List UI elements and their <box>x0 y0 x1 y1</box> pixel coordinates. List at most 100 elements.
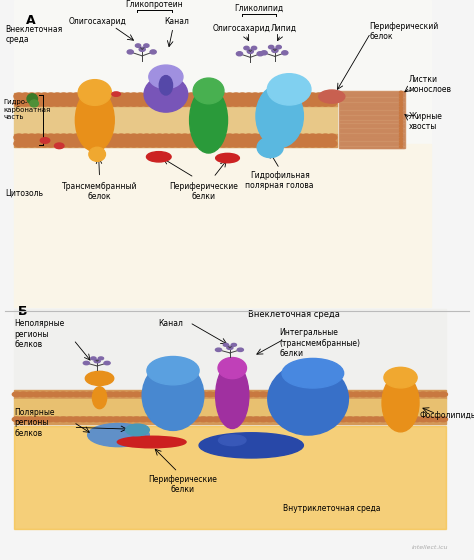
Circle shape <box>206 392 214 396</box>
Text: Фосфолипиды: Фосфолипиды <box>419 410 474 420</box>
Circle shape <box>237 134 247 141</box>
Circle shape <box>27 141 36 147</box>
Circle shape <box>212 100 222 106</box>
Circle shape <box>84 93 94 100</box>
Circle shape <box>186 417 194 422</box>
Circle shape <box>308 93 318 100</box>
Circle shape <box>400 96 402 99</box>
Ellipse shape <box>126 424 149 436</box>
Circle shape <box>173 141 183 147</box>
Circle shape <box>226 417 234 422</box>
Circle shape <box>282 100 292 106</box>
Circle shape <box>400 109 402 111</box>
Circle shape <box>146 392 154 396</box>
Circle shape <box>20 134 30 141</box>
Circle shape <box>33 134 43 141</box>
Bar <box>14 0 431 144</box>
Circle shape <box>148 93 158 100</box>
Circle shape <box>104 361 110 365</box>
Circle shape <box>212 93 222 100</box>
Circle shape <box>261 51 267 55</box>
Bar <box>14 309 446 424</box>
Circle shape <box>122 93 132 100</box>
Circle shape <box>426 392 434 396</box>
Circle shape <box>78 100 88 106</box>
Circle shape <box>27 100 36 106</box>
Text: Периферические
белки: Периферические белки <box>169 182 238 201</box>
Circle shape <box>52 392 61 396</box>
Text: Олигосахарид: Олигосахарид <box>68 17 126 26</box>
Bar <box>340 121 404 122</box>
Circle shape <box>152 392 161 396</box>
Circle shape <box>129 134 139 141</box>
Circle shape <box>295 134 305 141</box>
Circle shape <box>98 357 103 360</box>
Circle shape <box>346 417 354 422</box>
Circle shape <box>180 141 190 147</box>
Circle shape <box>400 146 402 148</box>
Circle shape <box>219 134 228 141</box>
Circle shape <box>327 93 337 100</box>
Circle shape <box>116 141 126 147</box>
Circle shape <box>86 392 94 396</box>
Bar <box>14 426 446 529</box>
Circle shape <box>112 417 121 422</box>
Circle shape <box>129 100 139 106</box>
Circle shape <box>97 134 107 141</box>
Circle shape <box>27 134 36 141</box>
Ellipse shape <box>193 78 224 104</box>
Circle shape <box>400 128 402 129</box>
Circle shape <box>282 93 292 100</box>
Bar <box>340 102 404 104</box>
Text: Внеклеточная
среда: Внеклеточная среда <box>6 25 63 44</box>
Circle shape <box>282 134 292 141</box>
Ellipse shape <box>30 100 38 107</box>
Circle shape <box>256 134 266 141</box>
Text: Полярные
регионы
белков: Полярные регионы белков <box>14 408 55 438</box>
Circle shape <box>99 417 108 422</box>
Bar <box>339 91 405 148</box>
Circle shape <box>225 141 235 147</box>
Circle shape <box>97 93 107 100</box>
Circle shape <box>91 134 100 141</box>
Circle shape <box>269 134 279 141</box>
Circle shape <box>167 100 177 106</box>
Circle shape <box>252 392 261 396</box>
Circle shape <box>231 134 241 141</box>
Circle shape <box>142 93 152 100</box>
Circle shape <box>412 417 421 422</box>
Circle shape <box>167 134 177 141</box>
Circle shape <box>46 134 56 141</box>
Circle shape <box>265 417 274 422</box>
Circle shape <box>314 100 324 106</box>
Circle shape <box>167 141 177 147</box>
Circle shape <box>320 100 330 106</box>
Circle shape <box>326 417 334 422</box>
Circle shape <box>292 392 301 396</box>
Circle shape <box>72 100 82 106</box>
Text: Канал: Канал <box>158 319 183 328</box>
Circle shape <box>206 141 216 147</box>
Circle shape <box>352 417 361 422</box>
Bar <box>340 131 404 133</box>
Circle shape <box>225 100 235 106</box>
Circle shape <box>301 134 311 141</box>
Circle shape <box>150 50 156 54</box>
Circle shape <box>256 93 266 100</box>
Circle shape <box>127 50 133 54</box>
Bar <box>340 124 404 125</box>
Circle shape <box>161 141 171 147</box>
Circle shape <box>192 392 201 396</box>
Circle shape <box>94 360 100 363</box>
Circle shape <box>419 392 428 396</box>
Circle shape <box>372 417 381 422</box>
Circle shape <box>244 93 254 100</box>
Circle shape <box>206 134 216 141</box>
Circle shape <box>139 392 147 396</box>
Circle shape <box>250 134 260 141</box>
Circle shape <box>59 141 69 147</box>
Bar <box>340 95 404 96</box>
Circle shape <box>59 100 69 106</box>
Circle shape <box>265 392 274 396</box>
Circle shape <box>257 52 263 56</box>
